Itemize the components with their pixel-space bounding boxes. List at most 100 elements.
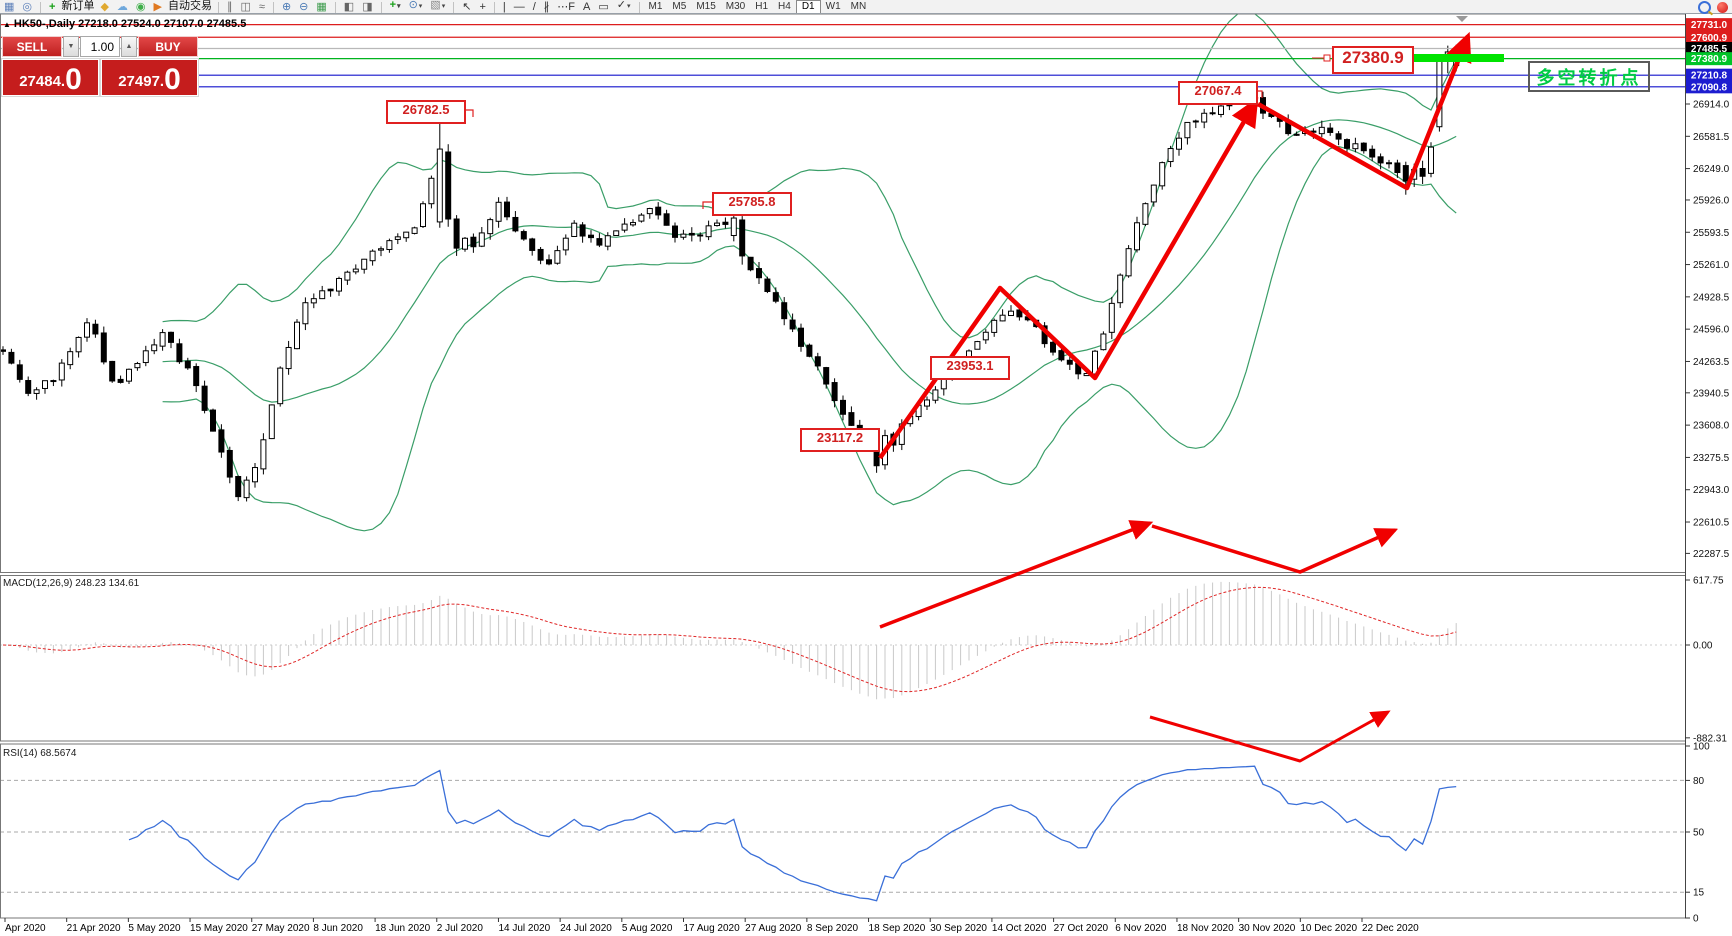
timeframe-button-m5[interactable]: M5 — [672, 1, 687, 12]
line-chart-icon[interactable]: ≈ — [258, 1, 265, 13]
autotrade-icon[interactable]: ▶ — [153, 1, 162, 13]
toolbar-separator — [334, 2, 336, 13]
periods-icon[interactable]: ⊙▾ — [408, 0, 423, 11]
price-axis[interactable]: 26914.0 26581.5 26249.0 25926.0 25593.5 25261… — [1685, 18, 1732, 925]
cloud-icon[interactable]: ☁ — [116, 1, 128, 13]
price-annotation-label[interactable]: 27067.4 — [1178, 81, 1258, 105]
green-level-segment[interactable] — [1412, 54, 1504, 62]
chart-window-icon[interactable]: ▦ — [4, 1, 15, 13]
notification-icon[interactable] — [1717, 2, 1728, 13]
chart-preview-icon[interactable]: ◎ — [22, 1, 33, 13]
text-icon[interactable]: A — [583, 1, 591, 13]
sell-price-box[interactable]: 27484. 0 — [1, 58, 100, 97]
timeframe-button-m30[interactable]: M30 — [725, 1, 746, 12]
sell-button[interactable]: SELL — [2, 36, 62, 57]
buy-price-box[interactable]: 27497. 0 — [100, 58, 199, 97]
svg-text:26249.0: 26249.0 — [1693, 164, 1730, 175]
svg-text:27 Aug 2020: 27 Aug 2020 — [745, 923, 802, 934]
symbol-marker-icon: ▲ — [3, 20, 11, 29]
toolbar-right-icons — [1698, 1, 1728, 14]
volume-input[interactable]: 1.00 — [80, 36, 120, 57]
svg-text:50: 50 — [1693, 828, 1705, 839]
new-order-icon[interactable]: + — [49, 1, 56, 13]
toolbar-separator — [272, 2, 274, 13]
price-annotation-label[interactable]: 25785.8 — [712, 192, 792, 216]
timeframe-button-m1[interactable]: M1 — [648, 1, 663, 12]
toolbar-separator — [218, 2, 219, 13]
svg-text:27380.9: 27380.9 — [1691, 54, 1728, 65]
new-order-label[interactable]: 新订单 — [61, 0, 95, 12]
chart-shift-icon[interactable]: ◨ — [362, 1, 373, 13]
svg-text:15 May 2020: 15 May 2020 — [190, 923, 248, 934]
timeframe-button-w1[interactable]: W1 — [825, 1, 841, 12]
svg-text:21 Apr 2020: 21 Apr 2020 — [67, 923, 121, 934]
zoom-in-icon[interactable]: ⊕ — [281, 1, 292, 13]
chevron-down-icon[interactable]: ▾ — [627, 3, 631, 10]
svg-text:Apr 2020: Apr 2020 — [5, 923, 46, 934]
svg-text:8 Sep 2020: 8 Sep 2020 — [807, 923, 859, 934]
price-annotation-label[interactable]: 23117.2 — [800, 428, 880, 452]
chevron-down-icon[interactable]: ▾ — [418, 3, 423, 10]
zoom-out-icon[interactable]: ⊖ — [299, 1, 309, 13]
templates-icon[interactable]: ▧▾ — [430, 0, 446, 11]
timeframe-button-h4[interactable]: H4 — [778, 1, 791, 12]
symbol-title-text: HK50-,Daily 27218.0 27524.0 27107.0 2748… — [13, 18, 247, 30]
trend-arrows[interactable] — [462, 31, 1472, 763]
rsi-plot — [0, 765, 1685, 902]
toolbar-separator — [493, 2, 495, 13]
bar-chart-icon[interactable]: ∥ — [227, 1, 233, 13]
text-label-icon[interactable]: ▭ — [598, 1, 609, 13]
svg-text:27600.9: 27600.9 — [1691, 33, 1728, 44]
candlesticks — [0, 44, 1460, 502]
search-icon[interactable] — [1698, 1, 1711, 14]
price-annotation-label[interactable]: 26782.5 — [386, 100, 466, 124]
shapes-icon[interactable]: ✓▾ — [616, 0, 631, 11]
chevron-down-icon[interactable]: ▾ — [397, 3, 401, 10]
auto-scroll-icon[interactable]: ◧ — [343, 1, 355, 13]
horizontal-line-icon[interactable]: — — [513, 1, 525, 13]
toolbar-separator — [453, 2, 455, 13]
timeframe-button-d1[interactable]: D1 — [795, 0, 821, 13]
svg-text:5 Aug 2020: 5 Aug 2020 — [622, 923, 673, 934]
svg-text:24263.5: 24263.5 — [1693, 357, 1730, 368]
crosshair-icon[interactable]: + — [479, 1, 486, 13]
buy-button[interactable]: BUY — [138, 36, 198, 57]
chevron-down-icon[interactable]: ▾ — [441, 3, 446, 10]
scroll-to-end-marker[interactable] — [1456, 16, 1468, 22]
add-indicator-icon[interactable]: +▾ — [389, 0, 401, 11]
svg-text:23275.5: 23275.5 — [1693, 453, 1730, 464]
svg-text:27 Oct 2020: 27 Oct 2020 — [1054, 923, 1109, 934]
signal-icon[interactable]: ◉ — [135, 1, 146, 13]
svg-text:30 Nov 2020: 30 Nov 2020 — [1239, 923, 1296, 934]
tile-windows-icon[interactable]: ▦ — [316, 1, 327, 13]
key-level-label[interactable]: 27380.9 — [1332, 46, 1414, 74]
svg-text:23940.5: 23940.5 — [1693, 388, 1730, 399]
trendline-icon[interactable]: / — [532, 1, 536, 13]
svg-text:22 Dec 2020: 22 Dec 2020 — [1362, 923, 1419, 934]
volume-decrease-button[interactable]: ▼ — [63, 36, 79, 57]
time-axis[interactable]: Apr 2020 21 Apr 2020 5 May 2020 15 May 2020… — [4, 918, 1419, 934]
timeframe-button-m15[interactable]: M15 — [696, 1, 716, 12]
timeframe-button-mn[interactable]: MN — [850, 1, 867, 12]
svg-text:-882.31: -882.31 — [1693, 733, 1727, 744]
buy-price: 27497 — [118, 73, 160, 90]
svg-text:617.75: 617.75 — [1693, 576, 1724, 587]
autotrade-label[interactable]: 自动交易 — [168, 0, 212, 12]
buy-price-big-digit: 0 — [164, 63, 181, 96]
price-annotation-label[interactable]: 23953.1 — [930, 356, 1010, 380]
svg-text:18 Jun 2020: 18 Jun 2020 — [375, 923, 430, 934]
fibonacci-icon[interactable]: ⋯F — [557, 1, 576, 13]
svg-text:10 Dec 2020: 10 Dec 2020 — [1300, 923, 1357, 934]
cursor-icon[interactable]: ↖ — [462, 1, 472, 13]
turning-point-note[interactable]: 多空转折点 — [1528, 61, 1650, 92]
gold-icon[interactable]: ◆ — [100, 1, 109, 13]
svg-text:2 Jul 2020: 2 Jul 2020 — [437, 923, 484, 934]
svg-text:26581.5: 26581.5 — [1693, 132, 1730, 143]
channel-icon[interactable]: ∦ — [543, 1, 550, 13]
timeframe-button-h1[interactable]: H1 — [755, 1, 769, 12]
volume-increase-button[interactable]: ▲ — [121, 36, 137, 57]
candlestick-chart-icon[interactable]: ◫ — [240, 1, 251, 13]
toolbar-separator — [40, 2, 42, 13]
vertical-line-icon[interactable]: | — [502, 1, 506, 13]
